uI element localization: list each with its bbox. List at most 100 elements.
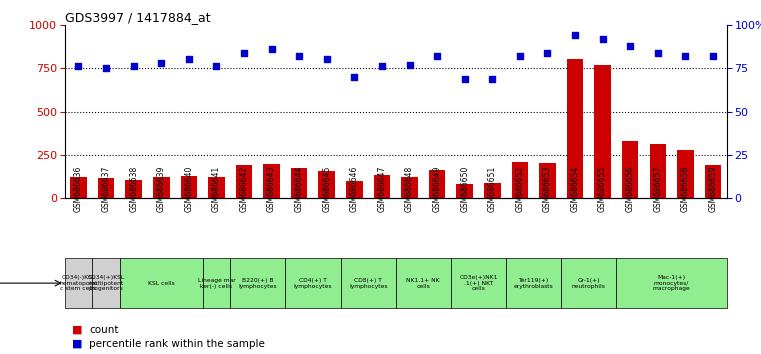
Bar — [649, 144, 666, 198]
Point — [651, 50, 664, 55]
Bar — [236, 165, 252, 198]
Bar — [622, 141, 638, 198]
FancyBboxPatch shape — [285, 258, 341, 308]
FancyBboxPatch shape — [202, 258, 230, 308]
Text: KSL cells: KSL cells — [148, 281, 174, 286]
Text: count: count — [89, 325, 119, 335]
Text: GSM686649: GSM686649 — [432, 166, 441, 212]
Point — [72, 64, 84, 69]
Bar — [705, 165, 721, 198]
Point — [238, 50, 250, 55]
Point — [376, 64, 388, 69]
FancyBboxPatch shape — [451, 258, 506, 308]
Bar — [153, 177, 170, 198]
Bar — [374, 175, 390, 198]
Point — [569, 32, 581, 38]
Bar — [70, 177, 87, 198]
Point — [128, 64, 140, 69]
Bar — [677, 150, 694, 198]
Text: GSM686642: GSM686642 — [240, 166, 249, 212]
Text: GSM686652: GSM686652 — [515, 166, 524, 212]
FancyBboxPatch shape — [65, 258, 92, 308]
Text: GSM686643: GSM686643 — [267, 166, 276, 212]
Point — [514, 53, 526, 59]
Bar — [594, 65, 611, 198]
Bar — [567, 59, 584, 198]
Point — [183, 57, 195, 62]
FancyBboxPatch shape — [120, 258, 202, 308]
Text: Lineage mar
ker(-) cells: Lineage mar ker(-) cells — [198, 278, 235, 289]
Text: GSM686648: GSM686648 — [405, 166, 414, 212]
Text: ■: ■ — [72, 339, 83, 349]
Point — [624, 43, 636, 48]
Text: CD4(+) T
lymphocytes: CD4(+) T lymphocytes — [294, 278, 333, 289]
Text: Ter119(+)
erythroblasts: Ter119(+) erythroblasts — [514, 278, 553, 289]
Bar — [126, 180, 142, 198]
Bar — [263, 164, 280, 198]
Text: percentile rank within the sample: percentile rank within the sample — [89, 339, 265, 349]
Text: GSM686651: GSM686651 — [488, 166, 497, 212]
Point — [349, 74, 361, 80]
Text: GSM686636: GSM686636 — [74, 166, 83, 212]
Bar — [180, 176, 197, 198]
Text: CD3e(+)NK1
.1(+) NKT
cells: CD3e(+)NK1 .1(+) NKT cells — [459, 275, 498, 291]
Text: GSM686657: GSM686657 — [653, 166, 662, 212]
Text: GSM686637: GSM686637 — [101, 166, 110, 212]
Point — [266, 46, 278, 52]
Text: GSM686640: GSM686640 — [184, 166, 193, 212]
Text: NK1.1+ NK
cells: NK1.1+ NK cells — [406, 278, 440, 289]
Text: Mac-1(+)
monocytes/
macrophage: Mac-1(+) monocytes/ macrophage — [653, 275, 690, 291]
Text: CD34(+)KSL
multipotent
progenitors: CD34(+)KSL multipotent progenitors — [88, 275, 125, 291]
Point — [680, 53, 692, 59]
Text: GSM686650: GSM686650 — [460, 166, 470, 212]
Text: GSM686645: GSM686645 — [322, 166, 331, 212]
Text: GSM686644: GSM686644 — [295, 166, 304, 212]
Text: GSM686655: GSM686655 — [598, 166, 607, 212]
Bar — [484, 183, 501, 198]
Bar — [457, 184, 473, 198]
Point — [486, 76, 498, 81]
Bar — [346, 181, 362, 198]
FancyBboxPatch shape — [92, 258, 120, 308]
FancyBboxPatch shape — [230, 258, 285, 308]
Point — [597, 36, 609, 41]
Text: GDS3997 / 1417884_at: GDS3997 / 1417884_at — [65, 11, 210, 24]
Point — [707, 53, 719, 59]
Point — [320, 57, 333, 62]
Text: GSM686653: GSM686653 — [543, 166, 552, 212]
Point — [459, 76, 471, 81]
Text: CD8(+) T
lymphocytes: CD8(+) T lymphocytes — [349, 278, 387, 289]
Text: CD34(-)KSL
hematopoiet
c stem cells: CD34(-)KSL hematopoiet c stem cells — [59, 275, 97, 291]
Text: GSM686641: GSM686641 — [212, 166, 221, 212]
Bar — [401, 177, 418, 198]
Text: GSM686639: GSM686639 — [157, 166, 166, 212]
Text: GSM686647: GSM686647 — [377, 166, 387, 212]
Text: ■: ■ — [72, 325, 83, 335]
Point — [541, 50, 553, 55]
FancyBboxPatch shape — [396, 258, 451, 308]
Bar — [539, 163, 556, 198]
FancyBboxPatch shape — [341, 258, 396, 308]
Text: GSM686638: GSM686638 — [129, 166, 139, 212]
Bar — [318, 171, 335, 198]
Point — [403, 62, 416, 68]
Text: GSM686659: GSM686659 — [708, 166, 718, 212]
Bar — [291, 168, 307, 198]
Point — [431, 53, 443, 59]
Text: Gr-1(+)
neutrophils: Gr-1(+) neutrophils — [572, 278, 606, 289]
Bar — [209, 177, 224, 198]
Text: B220(+) B
lymphocytes: B220(+) B lymphocytes — [238, 278, 277, 289]
Text: GSM686654: GSM686654 — [571, 166, 580, 212]
FancyBboxPatch shape — [506, 258, 561, 308]
Text: GSM686656: GSM686656 — [626, 166, 635, 212]
FancyBboxPatch shape — [561, 258, 616, 308]
Text: GSM686646: GSM686646 — [350, 166, 359, 212]
FancyBboxPatch shape — [616, 258, 727, 308]
Bar — [97, 178, 114, 198]
Point — [293, 53, 305, 59]
Point — [100, 65, 112, 71]
Text: GSM686658: GSM686658 — [681, 166, 690, 212]
Bar — [511, 162, 528, 198]
Point — [210, 64, 222, 69]
Point — [155, 60, 167, 66]
